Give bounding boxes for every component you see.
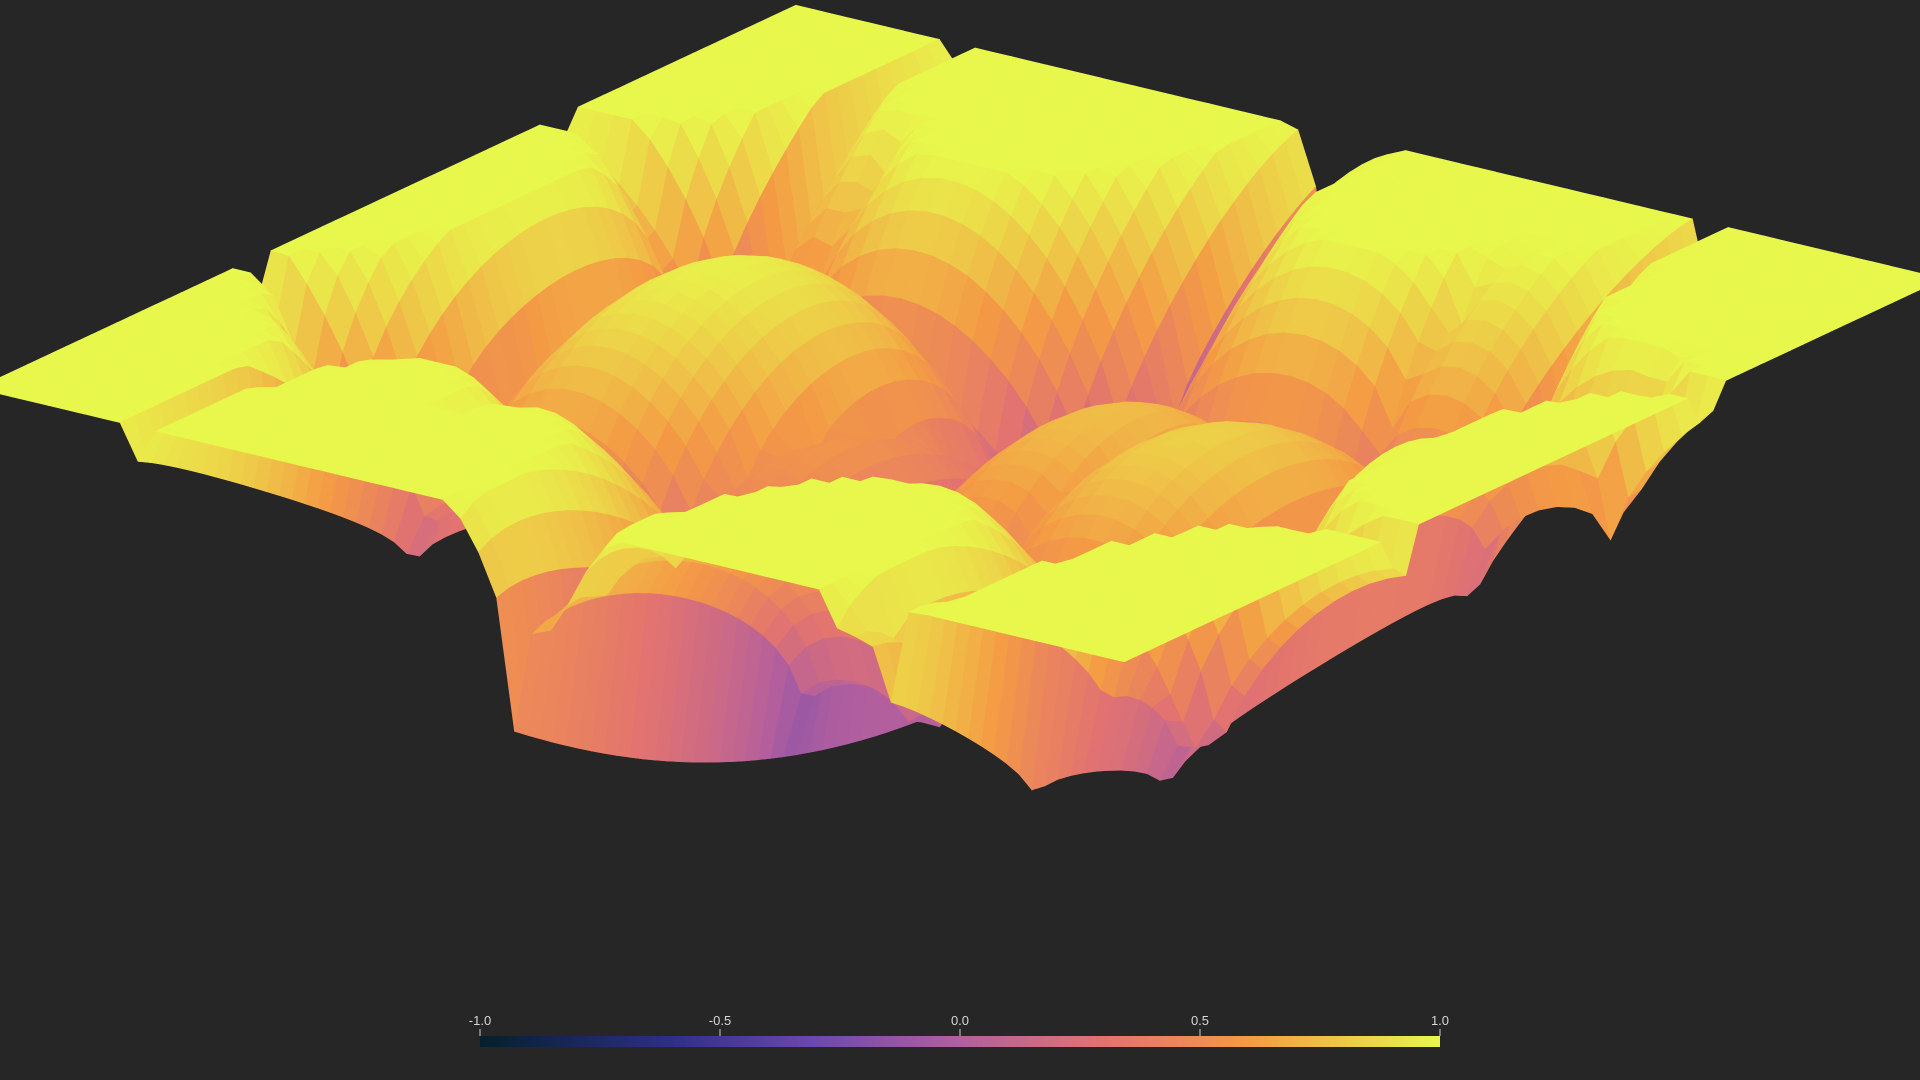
colorbar: -1.0 -0.5 0.0 0.5 1.0 [469, 1013, 1449, 1047]
colorbar-ticks: -1.0 -0.5 0.0 0.5 1.0 [469, 1013, 1449, 1036]
colorbar-tick-label: 1.0 [1431, 1013, 1449, 1028]
surface-face [1911, 276, 1920, 283]
colorbar-gradient [480, 1036, 1440, 1047]
surface-mesh [0, 4, 1920, 791]
colorbar-tick-label: -0.5 [709, 1013, 731, 1028]
colorbar-tick-label: 0.0 [951, 1013, 969, 1028]
colorbar-tick-label: -1.0 [469, 1013, 491, 1028]
surface-face [1105, 651, 1138, 663]
colorbar-tick-label: 0.5 [1191, 1013, 1209, 1028]
